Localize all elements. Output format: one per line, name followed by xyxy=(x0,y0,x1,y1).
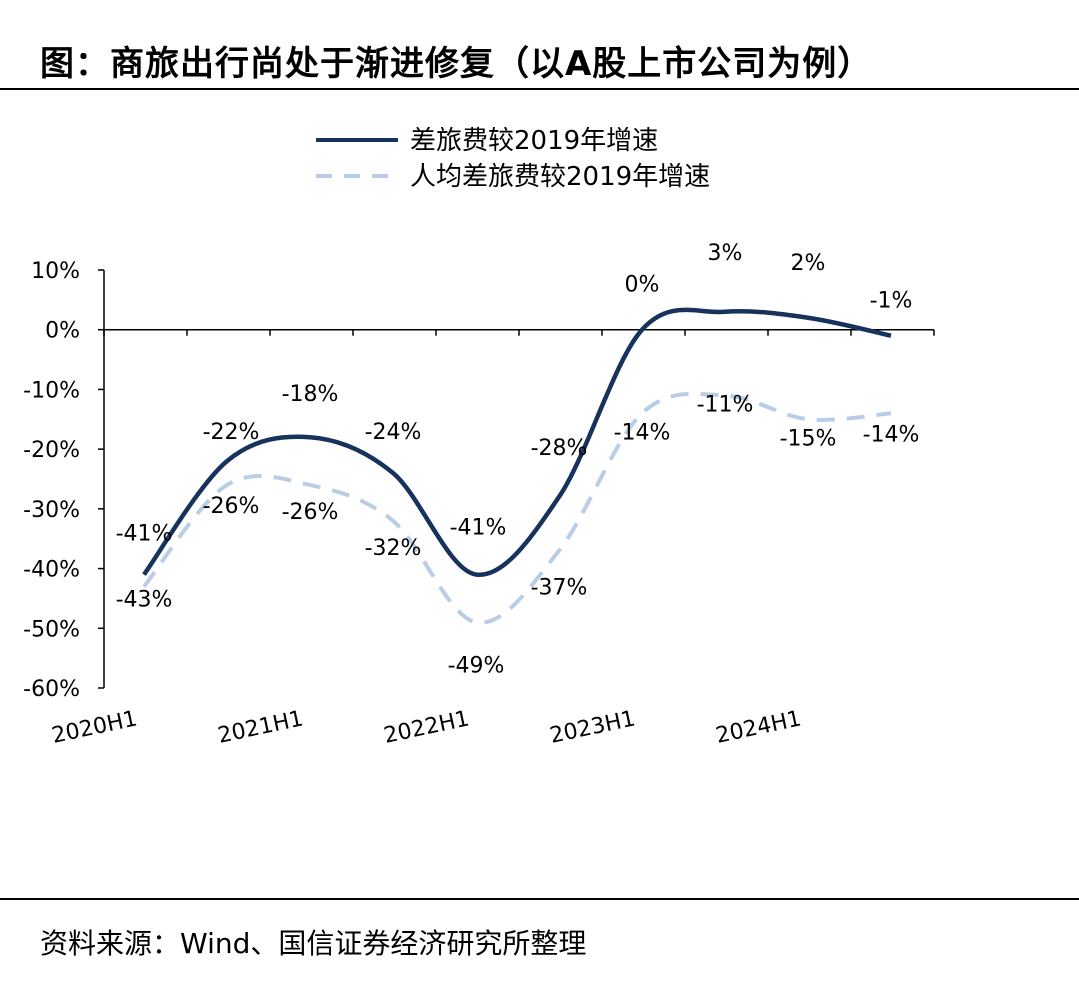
data-label-per-capita-expense: -14% xyxy=(614,420,671,445)
legend-label-per-capita-expense: 人均差旅费较2019年增速 xyxy=(410,162,710,192)
data-label-per-capita-expense: -37% xyxy=(531,576,588,601)
data-label-travel-expense: -18% xyxy=(282,382,339,407)
data-label-travel-expense: -22% xyxy=(203,420,260,445)
x-tick-label: 2021H1 xyxy=(216,706,306,748)
x-tick-label: 2022H1 xyxy=(382,706,472,748)
chart-title: 图：商旅出行尚处于渐进修复（以A股上市公司为例） xyxy=(40,44,873,84)
data-label-travel-expense: -41% xyxy=(450,516,507,541)
y-tick-label: -10% xyxy=(23,378,80,403)
data-label-per-capita-expense: -15% xyxy=(780,426,837,451)
y-tick-label: 10% xyxy=(31,259,80,284)
series-lines xyxy=(142,307,892,625)
legend: 差旅费较2019年增速 人均差旅费较2019年增速 xyxy=(316,126,710,192)
data-label-per-capita-expense: -14% xyxy=(863,422,920,447)
series-line-per-capita-expense xyxy=(142,391,892,625)
data-label-per-capita-expense: -11% xyxy=(697,392,754,417)
data-label-travel-expense: -41% xyxy=(116,522,173,547)
data-label-travel-expense: -1% xyxy=(870,289,913,314)
x-tick-label: 2023H1 xyxy=(548,706,638,748)
x-tick-label: 2020H1 xyxy=(50,706,140,748)
data-labels: -41% -22% -18% -24% -41% -28% 0% 3% 2% -1% -43% -26… xyxy=(116,241,920,679)
data-label-travel-expense: -24% xyxy=(365,420,422,445)
series-line-travel-expense xyxy=(142,307,892,577)
y-tick-label: -30% xyxy=(23,498,80,523)
y-tick-label: -50% xyxy=(23,617,80,642)
data-label-travel-expense: 2% xyxy=(791,251,826,276)
data-label-per-capita-expense: -49% xyxy=(448,653,505,678)
data-label-travel-expense: 3% xyxy=(708,241,743,266)
source-note: 资料来源：Wind、国信证券经济研究所整理 xyxy=(40,927,587,960)
y-tick-label: -20% xyxy=(23,438,80,463)
x-tick-label: 2024H1 xyxy=(714,706,804,748)
y-tick-label: -40% xyxy=(23,558,80,583)
bottom-rule xyxy=(0,898,1079,900)
data-label-travel-expense: 0% xyxy=(625,273,660,298)
data-label-per-capita-expense: -26% xyxy=(203,494,260,519)
data-label-per-capita-expense: -32% xyxy=(365,536,422,561)
data-label-per-capita-expense: -26% xyxy=(282,500,339,525)
top-rule xyxy=(0,88,1079,90)
legend-label-travel-expense: 差旅费较2019年增速 xyxy=(410,126,658,156)
y-tick-label: 0% xyxy=(45,319,80,344)
y-tick-label: -60% xyxy=(23,677,80,702)
data-label-per-capita-expense: -43% xyxy=(116,587,173,612)
data-label-travel-expense: -28% xyxy=(531,436,588,461)
